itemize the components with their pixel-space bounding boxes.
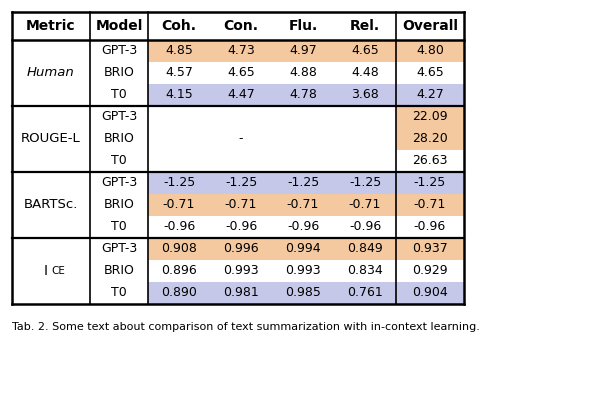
Text: 0.890: 0.890 [161,286,197,299]
Text: 4.88: 4.88 [289,67,317,80]
Bar [148,194,396,216]
Text: Tab. 2. Some text about comparison of text summarization with in-context learnin: Tab. 2. Some text about comparison of te… [12,322,480,332]
Text: -: - [239,133,243,145]
Text: -0.71: -0.71 [225,198,257,212]
Bar [396,194,464,216]
Text: 0.985: 0.985 [285,286,321,299]
Text: 0.993: 0.993 [285,265,321,278]
Text: 0.849: 0.849 [347,242,383,255]
Text: BRIO: BRIO [104,265,134,278]
Text: 0.908: 0.908 [161,242,197,255]
Text: Model: Model [95,19,143,33]
Text: 4.65: 4.65 [351,44,379,57]
Text: GPT-3: GPT-3 [101,242,137,255]
Bar [148,238,396,260]
Text: 4.78: 4.78 [289,88,317,101]
Text: 0.761: 0.761 [347,286,383,299]
Text: Metric: Metric [26,19,76,33]
Text: T0: T0 [111,286,127,299]
Text: 4.73: 4.73 [227,44,255,57]
Text: 4.48: 4.48 [351,67,379,80]
Bar [148,282,396,304]
Text: 4.27: 4.27 [416,88,444,101]
Bar [396,84,464,106]
Text: 0.904: 0.904 [412,286,448,299]
Text: -1.25: -1.25 [225,177,257,189]
Text: 0.937: 0.937 [412,242,448,255]
Text: 28.20: 28.20 [412,133,448,145]
Text: -0.96: -0.96 [225,221,257,234]
Text: 4.97: 4.97 [289,44,317,57]
Text: Coh.: Coh. [162,19,197,33]
Text: Con.: Con. [224,19,259,33]
Text: 0.834: 0.834 [347,265,383,278]
Text: 4.57: 4.57 [165,67,193,80]
Text: -0.96: -0.96 [287,221,319,234]
Text: GPT-3: GPT-3 [101,44,137,57]
Text: 4.47: 4.47 [227,88,255,101]
Text: 4.65: 4.65 [227,67,255,80]
Bar [396,40,464,62]
Text: 4.65: 4.65 [416,67,444,80]
Text: 3.68: 3.68 [351,88,379,101]
Text: Flu.: Flu. [288,19,318,33]
Text: -0.96: -0.96 [163,221,195,234]
Text: -0.96: -0.96 [349,221,381,234]
Text: 0.896: 0.896 [161,265,197,278]
Text: Rel.: Rel. [350,19,380,33]
Text: -1.25: -1.25 [414,177,446,189]
Text: -0.71: -0.71 [287,198,319,212]
Text: -1.25: -1.25 [163,177,195,189]
Text: 26.63: 26.63 [412,154,448,168]
Text: T0: T0 [111,154,127,168]
Text: Overall: Overall [402,19,458,33]
Text: BRIO: BRIO [104,198,134,212]
Bar [148,172,396,194]
Text: -0.71: -0.71 [349,198,381,212]
Text: BRIO: BRIO [104,133,134,145]
Bar [396,238,464,260]
Text: 0.929: 0.929 [412,265,448,278]
Bar [148,84,396,106]
Bar [148,40,396,62]
Bar [396,128,464,150]
Text: 0.993: 0.993 [223,265,259,278]
Bar [396,282,464,304]
Text: GPT-3: GPT-3 [101,111,137,124]
Text: -1.25: -1.25 [287,177,319,189]
Text: Human: Human [27,67,75,80]
Bar [396,106,464,128]
Text: ROUGE-L: ROUGE-L [21,133,81,145]
Text: BRIO: BRIO [104,67,134,80]
Text: GPT-3: GPT-3 [101,177,137,189]
Text: CE: CE [51,266,65,276]
Text: 0.996: 0.996 [223,242,259,255]
Text: I: I [44,264,48,278]
Text: T0: T0 [111,221,127,234]
Text: 0.981: 0.981 [223,286,259,299]
Bar [396,172,464,194]
Text: 22.09: 22.09 [412,111,448,124]
Text: -0.71: -0.71 [163,198,195,212]
Text: -0.71: -0.71 [414,198,446,212]
Text: -0.96: -0.96 [414,221,446,234]
Text: 0.994: 0.994 [285,242,321,255]
Text: -1.25: -1.25 [349,177,381,189]
Text: 4.15: 4.15 [165,88,193,101]
Text: BARTSc.: BARTSc. [24,198,78,212]
Text: 4.80: 4.80 [416,44,444,57]
Text: 4.85: 4.85 [165,44,193,57]
Text: T0: T0 [111,88,127,101]
